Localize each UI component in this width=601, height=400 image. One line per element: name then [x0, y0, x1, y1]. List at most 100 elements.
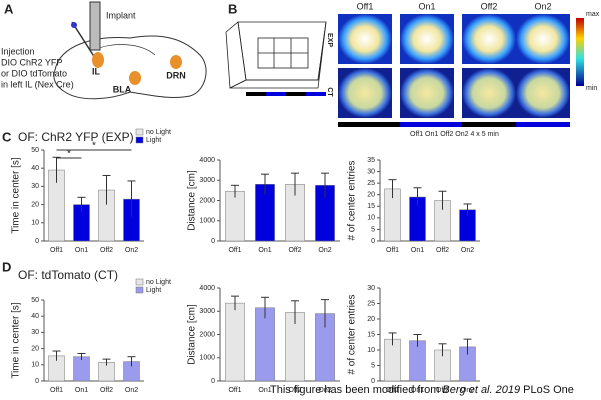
y-tick-label: 4000 — [199, 157, 215, 164]
chart-title: OF: tdTomato (CT) — [18, 268, 118, 282]
column-label: On1 — [418, 1, 435, 11]
x-tick-label: On2 — [461, 387, 474, 394]
x-tick-label: Off2 — [436, 387, 449, 394]
y-tick-label: 25 — [367, 180, 375, 187]
region-il — [92, 52, 104, 68]
implant-fiber — [89, 1, 101, 51]
y-axis-label: Distance [cm] — [187, 170, 198, 231]
x-tick-label: Off1 — [386, 387, 399, 394]
panel-label: D — [2, 259, 11, 274]
arena — [225, 21, 327, 89]
y-axis-label: Time in center [s] — [11, 302, 22, 379]
x-tick-label: Off2 — [100, 247, 113, 254]
panel-label: A — [4, 1, 14, 16]
x-tick-label: Off2 — [288, 387, 301, 394]
y-tick-label: 5 — [371, 226, 375, 233]
footer-text: This figure has been modified from — [270, 384, 443, 396]
y-axis-label: # of center entries — [347, 160, 358, 240]
x-tick-label: Off1 — [228, 247, 241, 254]
y-tick-label: 40 — [31, 165, 39, 172]
scale-label: min — [586, 85, 597, 92]
region-drn — [170, 55, 182, 69]
y-tick-label: 30 — [31, 183, 39, 190]
significance-label: * — [67, 149, 71, 160]
x-tick-label: On1 — [258, 247, 271, 254]
y-tick-label: 20 — [367, 192, 375, 199]
column-label: Off1 — [357, 1, 374, 11]
legend-swatch — [135, 278, 144, 286]
significance-label: * — [92, 141, 96, 152]
injection-needle — [71, 21, 96, 59]
label: or DIO tdTomato — [1, 68, 67, 78]
y-tick-label: 1000 — [199, 218, 215, 225]
y-tick-label: 0 — [35, 238, 39, 245]
bar — [73, 356, 90, 382]
timeline — [400, 122, 462, 127]
y-tick-label: 3000 — [199, 308, 215, 315]
x-tick-label: Off2 — [100, 387, 113, 394]
scale-label: max — [586, 11, 600, 18]
y-tick-label: 10 — [31, 220, 39, 227]
label: Injection — [1, 46, 35, 56]
y-tick-label: 50 — [31, 147, 39, 154]
y-tick-label: 30 — [367, 285, 375, 292]
y-tick-label: 0 — [211, 238, 215, 245]
x-tick-label: Off2 — [288, 247, 301, 254]
y-tick-label: 5 — [371, 362, 375, 369]
label: in left IL (Nex Cre) — [1, 79, 74, 89]
y-tick-label: 30 — [367, 168, 375, 175]
x-tick-label: On1 — [411, 247, 424, 254]
footer-text: PLoS One — [520, 384, 574, 396]
y-tick-label: 0 — [371, 238, 375, 245]
label: DIO ChR2 YFP — [1, 57, 62, 67]
chart-title: OF: ChR2 YFP (EXP) — [18, 130, 134, 144]
label: BLA — [113, 84, 132, 94]
footer: This figure has been modified from Berg … — [270, 384, 574, 396]
y-tick-label: 2000 — [199, 197, 215, 204]
y-tick-label: 40 — [31, 313, 39, 320]
x-tick-label: Off1 — [50, 387, 63, 394]
legend-label: Light — [146, 137, 161, 144]
brain-outline — [53, 35, 207, 100]
timeline — [516, 122, 570, 127]
legend-swatch — [135, 286, 144, 294]
y-tick-label: 10 — [31, 362, 39, 369]
x-tick-label: Off1 — [50, 247, 63, 254]
x-tick-label: On2 — [125, 387, 138, 394]
column-label: Off2 — [481, 1, 498, 11]
panel-label: C — [2, 129, 12, 144]
y-tick-label: 20 — [31, 345, 39, 352]
y-tick-label: 0 — [371, 378, 375, 385]
x-tick-label: Off1 — [228, 387, 241, 394]
x-tick-label: On1 — [258, 387, 271, 394]
x-tick-label: On1 — [411, 387, 424, 394]
heatmaps — [338, 14, 570, 118]
timeline — [306, 92, 326, 96]
y-tick-label: 1000 — [199, 355, 215, 362]
y-tick-label: 35 — [367, 157, 375, 164]
region-bla — [129, 71, 141, 85]
timeline-label: Off1 On1 Off2 On2 4 x 5 min — [410, 131, 499, 138]
legend-label: no Light — [146, 279, 171, 286]
column-label: On2 — [534, 1, 551, 11]
bar — [225, 302, 245, 382]
y-tick-label: 15 — [367, 203, 375, 210]
panel-label: B — [228, 1, 237, 16]
x-tick-label: On2 — [125, 247, 138, 254]
y-tick-label: 25 — [367, 300, 375, 307]
timeline — [286, 92, 306, 96]
label: DRN — [166, 70, 186, 80]
row-label: CT — [326, 87, 333, 97]
y-tick-label: 4000 — [199, 285, 215, 292]
bar — [384, 338, 401, 382]
x-tick-label: On2 — [318, 387, 331, 394]
injection-tip — [71, 22, 77, 28]
y-tick-label: 30 — [31, 329, 39, 336]
x-tick-label: Off2 — [436, 247, 449, 254]
x-tick-label: On2 — [318, 247, 331, 254]
timeline — [462, 122, 516, 127]
y-axis-label: Distance [cm] — [187, 304, 198, 365]
timeline — [266, 92, 286, 96]
